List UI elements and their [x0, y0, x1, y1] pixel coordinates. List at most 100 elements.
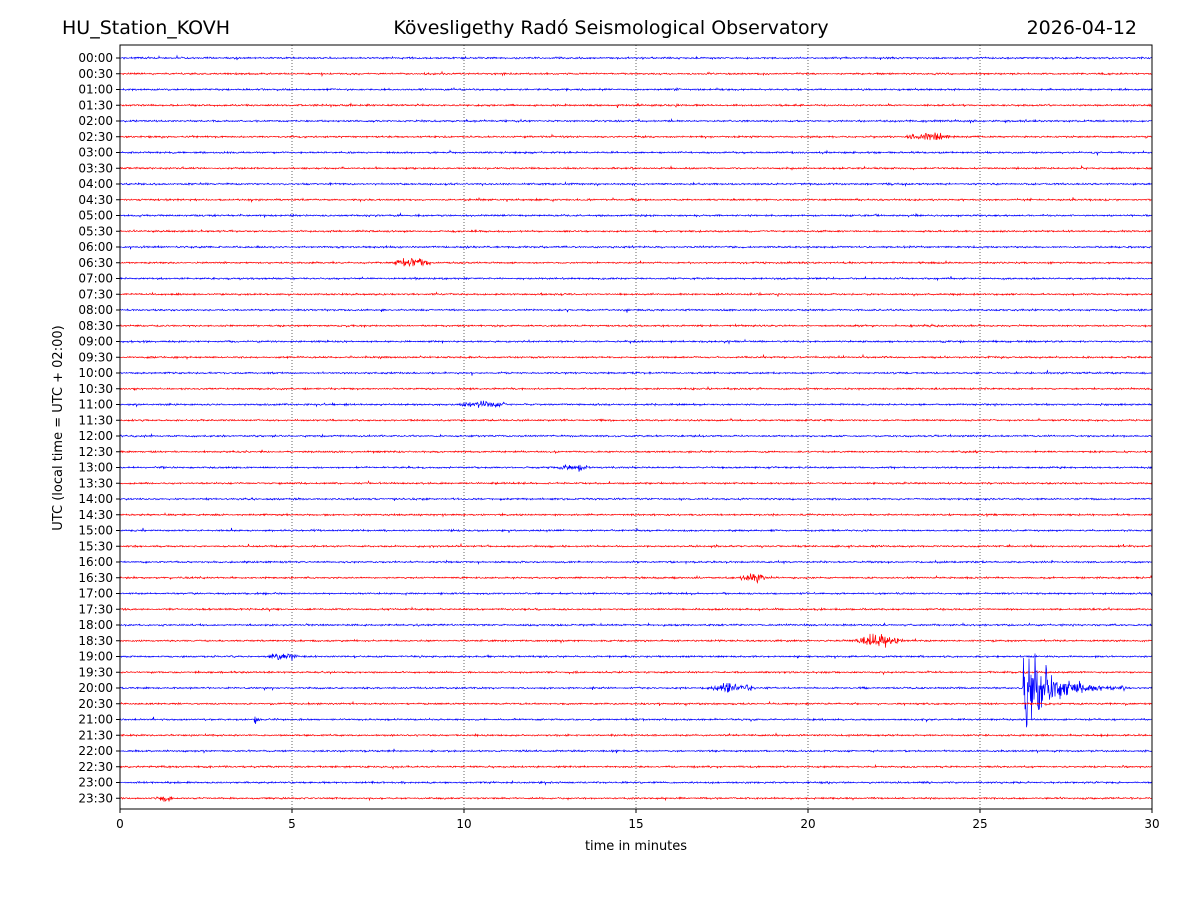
- trace-0800: [119, 308, 1153, 313]
- y-tick-label-1930: 19:30: [78, 665, 113, 679]
- trace-1830: [119, 633, 1153, 648]
- x-axis-label: time in minutes: [585, 839, 687, 854]
- trace-1530: [119, 542, 1153, 550]
- y-tick-label-0230: 02:30: [78, 130, 113, 144]
- y-tick-label-1800: 18:00: [78, 618, 113, 632]
- trace-1930: [119, 669, 1153, 676]
- y-tick-label-2130: 21:30: [78, 728, 113, 742]
- y-tick-label-0300: 03:00: [78, 146, 113, 160]
- y-axis-label: UTC (local time = UTC + 02:00): [51, 325, 66, 530]
- trace-0230: [119, 132, 1153, 141]
- trace-2030: [119, 700, 1153, 707]
- trace-1100: [119, 400, 1153, 409]
- y-tick-label-1100: 11:00: [78, 398, 113, 412]
- y-tick-label-0830: 08:30: [78, 319, 113, 333]
- trace-1700: [119, 591, 1153, 597]
- date-label: 2026-04-12: [1027, 17, 1137, 39]
- trace-1200: [119, 433, 1153, 439]
- trace-2000: [119, 653, 1153, 728]
- y-tick-label-0700: 07:00: [78, 272, 113, 286]
- y-tick-label-1700: 17:00: [78, 587, 113, 601]
- observatory-title: Kövesligethy Radó Seismological Observat…: [393, 17, 828, 39]
- y-tick-label-2230: 22:30: [78, 760, 113, 774]
- y-tick-label-1900: 19:00: [78, 650, 113, 664]
- trace-1000: [119, 369, 1153, 376]
- x-axis-ticks: 0 5 10 15 20 25 30: [116, 809, 1160, 831]
- trace-0830: [119, 323, 1153, 329]
- y-tick-label-1230: 12:30: [78, 445, 113, 459]
- trace-0300: [119, 149, 1153, 157]
- trace-0400: [119, 181, 1153, 187]
- y-tick-label-0930: 09:30: [78, 350, 113, 364]
- trace-0930: [119, 353, 1153, 360]
- y-tick-label-0900: 09:00: [78, 335, 113, 349]
- y-tick-label-0530: 05:30: [78, 224, 113, 238]
- y-tick-label-1400: 14:00: [78, 492, 113, 506]
- trace-0630: [119, 257, 1153, 268]
- trace-1730: [119, 606, 1153, 613]
- trace-0530: [119, 228, 1153, 234]
- trace-1230: [119, 449, 1153, 455]
- trace-1500: [119, 527, 1153, 533]
- trace-1430: [119, 512, 1153, 518]
- trace-1600: [119, 559, 1153, 565]
- x-tick-label-10: 10: [456, 817, 471, 831]
- trace-1900: [119, 653, 1153, 661]
- y-tick-label-1300: 13:00: [78, 461, 113, 475]
- y-tick-label-0500: 05:00: [78, 209, 113, 223]
- trace-0700: [119, 275, 1153, 282]
- trace-2100: [119, 716, 1153, 725]
- trace-0430: [119, 197, 1153, 204]
- trace-2330: [119, 796, 1153, 802]
- y-tick-label-2330: 23:30: [78, 791, 113, 805]
- y-tick-label-1730: 17:30: [78, 602, 113, 616]
- trace-0030: [119, 70, 1153, 78]
- y-tick-label-1030: 10:30: [78, 382, 113, 396]
- y-tick-label-1630: 16:30: [78, 571, 113, 585]
- trace-1130: [119, 417, 1153, 423]
- trace-group: [119, 54, 1153, 802]
- y-tick-label-0100: 01:00: [78, 83, 113, 97]
- x-tick-label-0: 0: [116, 817, 124, 831]
- x-tick-label-25: 25: [972, 817, 987, 831]
- y-tick-label-1200: 12:00: [78, 429, 113, 443]
- y-tick-label-0030: 00:30: [78, 67, 113, 81]
- trace-2300: [119, 779, 1153, 786]
- trace-0000: [119, 54, 1153, 61]
- y-tick-label-2100: 21:00: [78, 713, 113, 727]
- trace-1300: [119, 464, 1153, 472]
- x-tick-label-15: 15: [628, 817, 643, 831]
- y-tick-label-0000: 00:00: [78, 51, 113, 65]
- trace-2200: [119, 748, 1153, 754]
- y-tick-label-0130: 01:30: [78, 98, 113, 112]
- trace-0200: [119, 117, 1153, 124]
- y-tick-label-2200: 22:00: [78, 744, 113, 758]
- trace-1030: [119, 385, 1153, 391]
- y-tick-label-1530: 15:30: [78, 539, 113, 553]
- y-tick-label-0400: 04:00: [78, 177, 113, 191]
- trace-0130: [119, 102, 1153, 109]
- trace-2130: [119, 732, 1153, 738]
- station-label: HU_Station_KOVH: [62, 17, 230, 39]
- trace-0330: [119, 164, 1153, 171]
- trace-0100: [119, 87, 1153, 92]
- y-tick-label-1500: 15:00: [78, 524, 113, 538]
- trace-0730: [119, 291, 1153, 297]
- trace-1800: [119, 622, 1153, 628]
- y-tick-label-0730: 07:30: [78, 287, 113, 301]
- y-tick-label-0600: 06:00: [78, 240, 113, 254]
- y-tick-label-1830: 18:30: [78, 634, 113, 648]
- trace-0900: [119, 338, 1153, 345]
- trace-1330: [119, 480, 1153, 486]
- y-tick-label-2030: 20:30: [78, 697, 113, 711]
- trace-0600: [119, 244, 1153, 250]
- trace-1400: [119, 496, 1153, 502]
- y-tick-label-1600: 16:00: [78, 555, 113, 569]
- y-tick-label-0800: 08:00: [78, 303, 113, 317]
- y-tick-label-0330: 03:30: [78, 161, 113, 175]
- trace-1630: [119, 573, 1153, 584]
- y-tick-label-1330: 13:30: [78, 476, 113, 490]
- x-tick-label-30: 30: [1144, 817, 1159, 831]
